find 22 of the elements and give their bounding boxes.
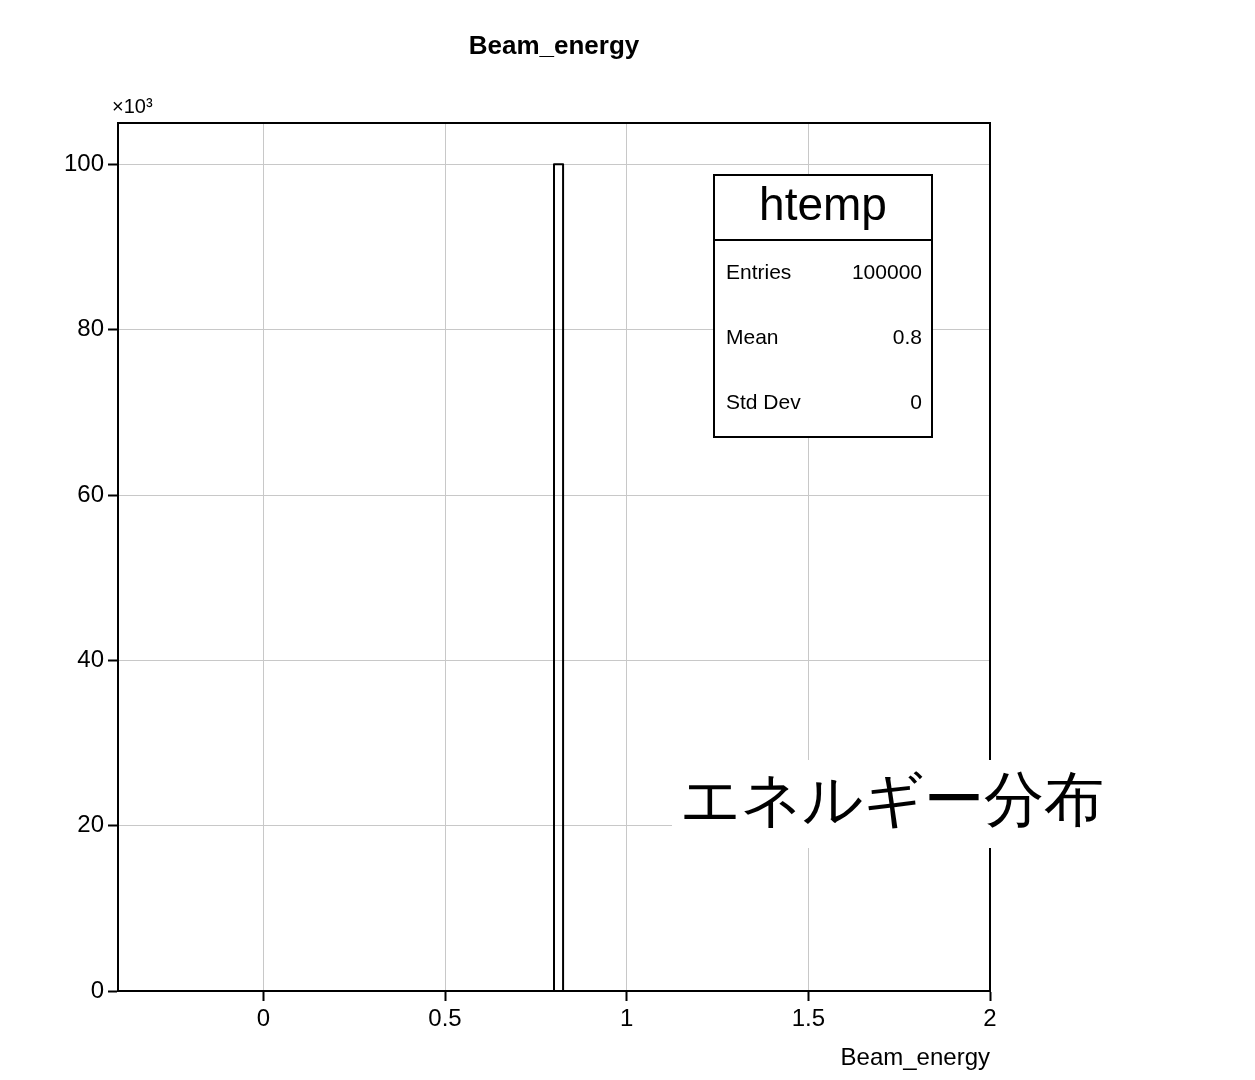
annotation: 0.8 (892, 324, 922, 348)
x-tick-label: 1.5 (791, 1004, 826, 1032)
y-tick-label: 60 (77, 479, 104, 507)
chart-title: Beam_energy (468, 30, 640, 61)
annotation: Mean (726, 324, 779, 348)
x-axis-title: Beam_energy (840, 1042, 990, 1070)
y-axis-title: ×10³ (112, 94, 153, 117)
y-tick-label: 100 (63, 148, 104, 176)
y-tick-label: 40 (77, 644, 104, 672)
x-tick-label: 0.5 (428, 1004, 462, 1032)
annotation: Entries (726, 259, 792, 283)
annotation: 100000 (851, 259, 922, 283)
annotation: 0 (910, 389, 922, 413)
annotation: Std Dev (726, 389, 802, 413)
x-tick-label: 1 (619, 1004, 634, 1032)
x-tick-label: 0 (256, 1004, 271, 1032)
x-tick-label: 2 (983, 1004, 997, 1032)
y-tick-label: 0 (90, 975, 104, 1003)
y-tick-label: 20 (77, 810, 104, 838)
annotation: htemp (759, 177, 887, 230)
annotation: エネルギー分布 (680, 763, 1104, 834)
y-tick-label: 80 (77, 314, 104, 342)
